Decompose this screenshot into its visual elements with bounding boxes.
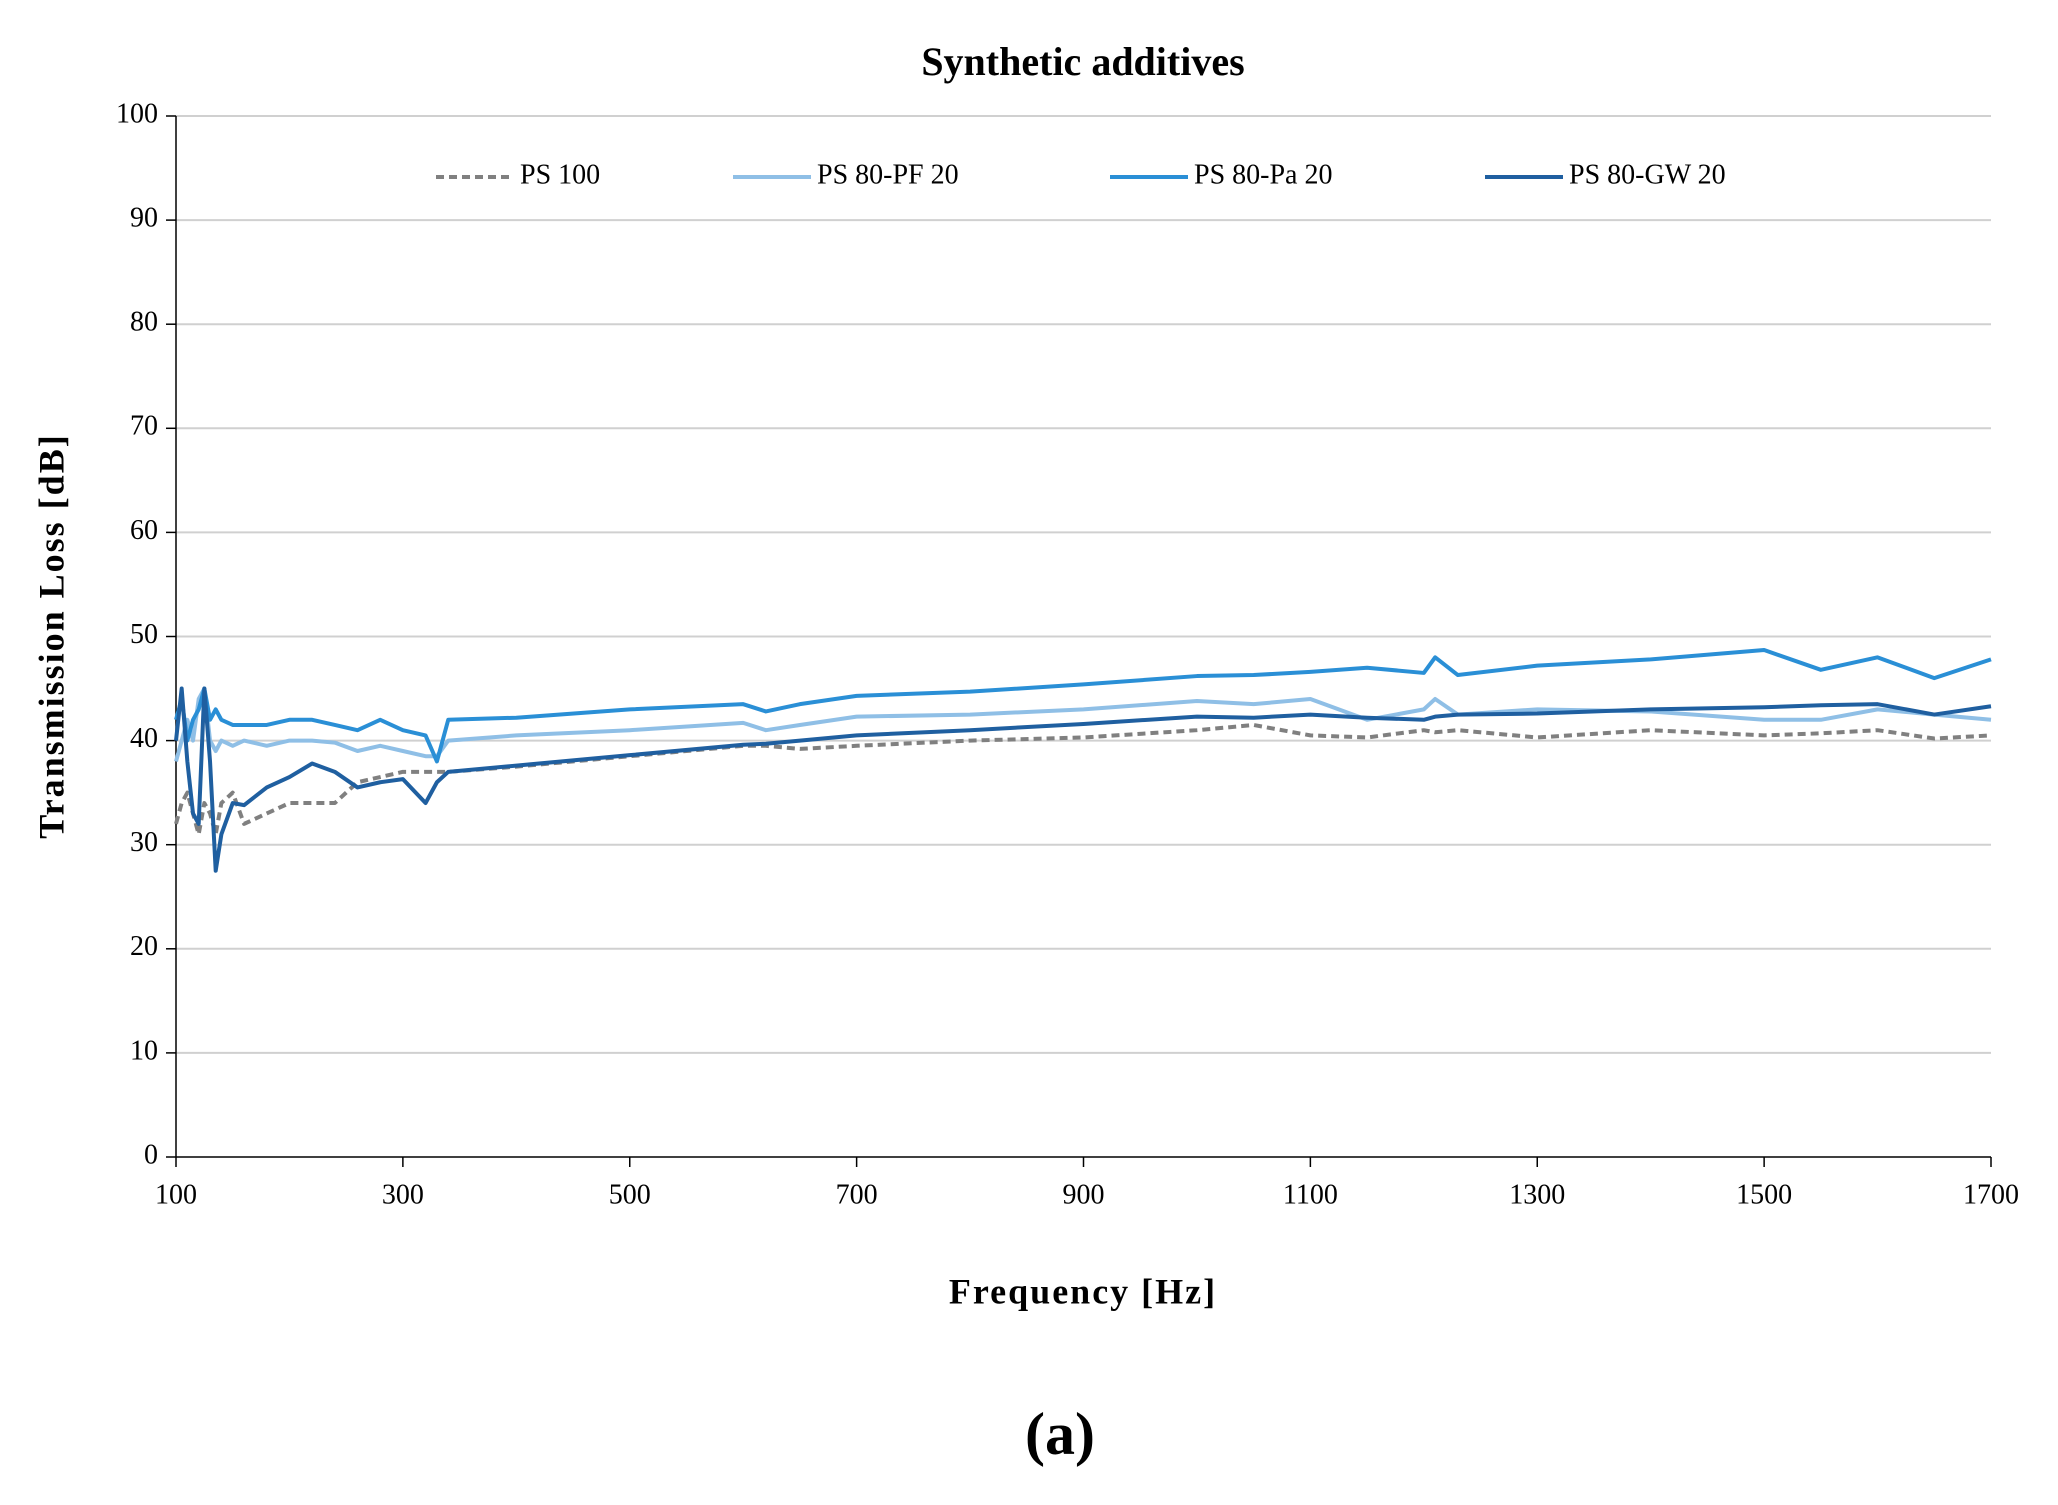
y-tick-label: 0: [144, 1139, 158, 1170]
x-tick-label: 900: [1063, 1179, 1105, 1210]
legend-label: PS 100: [520, 159, 600, 190]
legend-label: PS 80-GW 20: [1569, 159, 1726, 190]
x-tick-label: 1100: [1283, 1179, 1338, 1210]
chart-title: Synthetic additives: [921, 39, 1244, 84]
x-tick-label: 100: [155, 1179, 197, 1210]
y-tick-label: 60: [130, 515, 158, 546]
x-tick-label: 1500: [1736, 1179, 1792, 1210]
panel-label: (a): [1025, 1401, 1095, 1467]
x-tick-label: 500: [609, 1179, 651, 1210]
y-tick-label: 100: [116, 98, 158, 129]
y-tick-label: 20: [130, 931, 158, 962]
x-tick-label: 1300: [1509, 1179, 1565, 1210]
series-line: [174, 648, 1992, 764]
x-tick-label: 300: [382, 1179, 424, 1210]
legend-label: PS 80-PF 20: [817, 159, 959, 190]
y-axis-label: Transmission Loss [dB]: [31, 433, 71, 838]
x-tick-label: 1700: [1963, 1179, 2019, 1210]
y-tick-label: 90: [130, 203, 158, 234]
x-axis-label: Frequency [Hz]: [949, 1271, 1217, 1311]
series-line: [174, 686, 1992, 873]
y-tick-label: 80: [130, 307, 158, 338]
y-tick-label: 10: [130, 1035, 158, 1066]
x-tick-label: 700: [836, 1179, 878, 1210]
legend-label: PS 80-Pa 20: [1194, 159, 1332, 190]
y-tick-label: 30: [130, 827, 158, 858]
y-tick-label: 40: [130, 723, 158, 754]
y-tick-label: 70: [130, 411, 158, 442]
y-tick-label: 50: [130, 619, 158, 650]
